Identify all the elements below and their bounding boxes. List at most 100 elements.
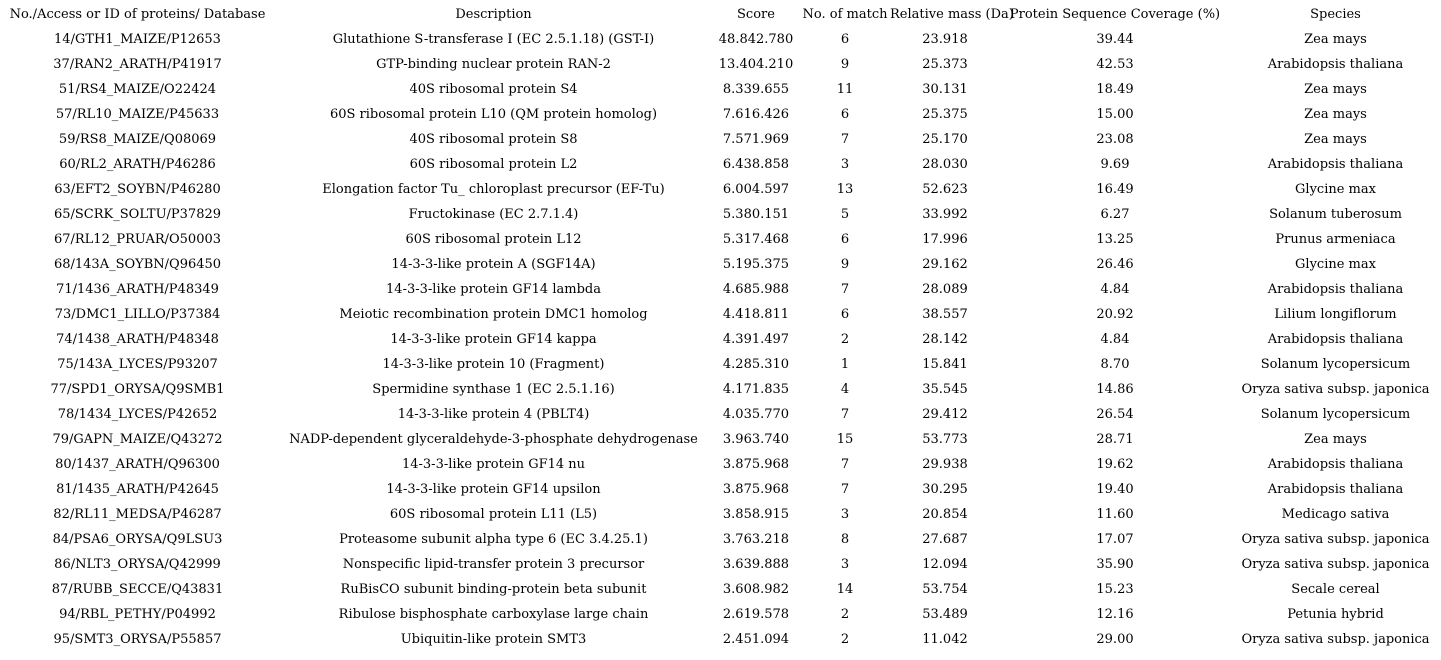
cell-id: 60/RL2_ARATH/P46286 <box>59 157 216 172</box>
cell-description: Spermidine synthase 1 (EC 2.5.1.16) <box>372 382 615 397</box>
cell-id: 77/SPD1_ORYSA/Q9SMB1 <box>50 382 225 397</box>
cell-description: 14-3-3-like protein GF14 lambda <box>386 282 601 297</box>
cell-description: Meiotic recombination protein DMC1 homol… <box>339 307 648 322</box>
cell-coverage: 13.25 <box>1096 232 1134 247</box>
table-row: 95/SMT3_ORYSA/P55857 Ubiquitin-like prote… <box>0 627 1441 652</box>
cell-score: 13.404.210 <box>718 57 794 72</box>
cell-score: 3.875.968 <box>722 457 790 472</box>
cell-score: 3.963.740 <box>722 432 790 447</box>
table-row: 87/RUBB_SECCE/Q43831 RuBisCO subunit bind… <box>0 577 1441 602</box>
cell-matches: 2 <box>840 607 850 622</box>
cell-matches: 7 <box>840 132 850 147</box>
cell-id: 78/1434_LYCES/P42652 <box>57 407 218 422</box>
cell-matches: 1 <box>840 357 850 372</box>
cell-matches: 3 <box>840 507 850 522</box>
cell-id: 65/SCRK_SOLTU/P37829 <box>53 207 222 222</box>
table-row: 63/EFT2_SOYBN/P46280 Elongation factor Tu… <box>0 177 1441 202</box>
cell-matches: 7 <box>840 457 850 472</box>
cell-description: Ribulose bisphosphate carboxylase large … <box>338 607 649 622</box>
column-header-description: Description <box>455 7 532 22</box>
cell-score: 5.380.151 <box>722 207 790 222</box>
cell-coverage: 11.60 <box>1096 507 1134 522</box>
cell-mass: 15.841 <box>922 357 968 372</box>
cell-matches: 13 <box>836 182 854 197</box>
cell-coverage: 4.84 <box>1100 282 1130 297</box>
cell-score: 3.858.915 <box>722 507 790 522</box>
cell-description: 60S ribosomal protein L11 (L5) <box>389 507 598 522</box>
column-header-matches: No. of match <box>802 7 888 22</box>
cell-description: 40S ribosomal protein S4 <box>409 82 578 97</box>
cell-species: Arabidopsis thaliana <box>1267 57 1404 72</box>
cell-species: Solanum tuberosum <box>1269 207 1402 222</box>
cell-matches: 7 <box>840 482 850 497</box>
cell-species: Arabidopsis thaliana <box>1267 282 1404 297</box>
table-row: 79/GAPN_MAIZE/Q43272 NADP-dependent glyce… <box>0 427 1441 452</box>
cell-species: Petunia hybrid <box>1287 607 1384 622</box>
cell-matches: 11 <box>836 82 854 97</box>
table-row: 80/1437_ARATH/Q96300 14-3-3-like protein … <box>0 452 1441 477</box>
cell-coverage: 26.54 <box>1096 407 1134 422</box>
cell-score: 4.171.835 <box>722 382 790 397</box>
cell-species: Zea mays <box>1304 107 1367 122</box>
cell-matches: 6 <box>840 107 850 122</box>
cell-matches: 2 <box>840 632 850 647</box>
table-row: 68/143A_SOYBN/Q96450 14-3-3-like protein … <box>0 252 1441 277</box>
cell-description: 40S ribosomal protein S8 <box>409 132 578 147</box>
cell-description: 14-3-3-like protein 10 (Fragment) <box>382 357 605 372</box>
cell-matches: 7 <box>840 282 850 297</box>
column-header-id: No./Access or ID of proteins/ Database <box>9 7 266 22</box>
cell-score: 4.391.497 <box>722 332 790 347</box>
cell-mass: 28.030 <box>922 157 968 172</box>
cell-mass: 53.754 <box>922 582 968 597</box>
cell-description: 60S ribosomal protein L10 (QM protein ho… <box>329 107 658 122</box>
cell-score: 3.763.218 <box>722 532 790 547</box>
cell-id: 68/143A_SOYBN/Q96450 <box>53 257 222 272</box>
cell-score: 6.438.858 <box>722 157 790 172</box>
cell-id: 59/RS8_MAIZE/Q08069 <box>58 132 217 147</box>
cell-matches: 2 <box>840 332 850 347</box>
cell-description: Glutathione S-transferase I (EC 2.5.1.18… <box>332 32 655 47</box>
cell-description: 14-3-3-like protein 4 (PBLT4) <box>397 407 590 422</box>
cell-score: 7.571.969 <box>722 132 790 147</box>
table-row: 65/SCRK_SOLTU/P37829 Fructokinase (EC 2.7… <box>0 202 1441 227</box>
cell-coverage: 14.86 <box>1096 382 1134 397</box>
cell-matches: 8 <box>840 532 850 547</box>
column-header-mass: Relative mass (Da) <box>890 7 1014 22</box>
table-row: 74/1438_ARATH/P48348 14-3-3-like protein … <box>0 327 1441 352</box>
cell-species: Arabidopsis thaliana <box>1267 457 1404 472</box>
cell-description: Fructokinase (EC 2.7.1.4) <box>408 207 579 222</box>
cell-coverage: 42.53 <box>1096 57 1134 72</box>
cell-mass: 53.773 <box>922 432 968 447</box>
cell-score: 4.685.988 <box>722 282 790 297</box>
cell-matches: 6 <box>840 307 850 322</box>
cell-score: 5.195.375 <box>722 257 790 272</box>
cell-coverage: 39.44 <box>1096 32 1134 47</box>
cell-id: 51/RS4_MAIZE/O22424 <box>58 82 217 97</box>
cell-matches: 15 <box>836 432 854 447</box>
cell-score: 48.842.780 <box>718 32 794 47</box>
cell-description: Nonspecific lipid-transfer protein 3 pre… <box>342 557 645 572</box>
cell-score: 3.875.968 <box>722 482 790 497</box>
cell-species: Arabidopsis thaliana <box>1267 157 1404 172</box>
cell-score: 4.035.770 <box>722 407 790 422</box>
column-header-species: Species <box>1310 7 1361 22</box>
cell-species: Zea mays <box>1304 132 1367 147</box>
cell-matches: 6 <box>840 32 850 47</box>
cell-id: 87/RUBB_SECCE/Q43831 <box>51 582 224 597</box>
column-header-coverage: Protein Sequence Coverage (%) <box>1009 7 1221 22</box>
cell-mass: 25.170 <box>922 132 968 147</box>
cell-matches: 9 <box>840 257 850 272</box>
cell-id: 81/1435_ARATH/P42645 <box>56 482 219 497</box>
cell-coverage: 6.27 <box>1100 207 1130 222</box>
cell-mass: 29.162 <box>922 257 968 272</box>
cell-mass: 17.996 <box>922 232 968 247</box>
cell-mass: 25.375 <box>922 107 968 122</box>
cell-id: 82/RL11_MEDSA/P46287 <box>53 507 222 522</box>
cell-species: Arabidopsis thaliana <box>1267 482 1404 497</box>
cell-coverage: 18.49 <box>1096 82 1134 97</box>
table-row: 94/RBL_PETHY/P04992 Ribulose bisphosphate… <box>0 602 1441 627</box>
cell-description: Elongation factor Tu_ chloroplast precur… <box>322 182 665 197</box>
cell-coverage: 15.00 <box>1096 107 1134 122</box>
cell-score: 7.616.426 <box>722 107 790 122</box>
cell-id: 74/1438_ARATH/P48348 <box>56 332 219 347</box>
